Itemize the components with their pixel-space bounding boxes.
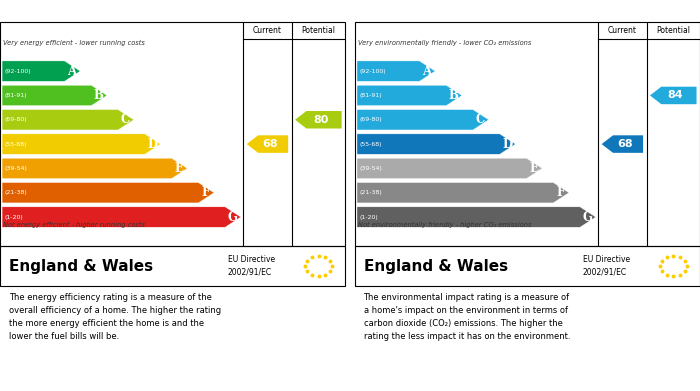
Polygon shape xyxy=(357,134,515,154)
Text: (21-38): (21-38) xyxy=(359,190,382,195)
Text: (1-20): (1-20) xyxy=(4,215,23,219)
Polygon shape xyxy=(650,87,696,104)
Text: (69-80): (69-80) xyxy=(359,117,382,122)
Text: F: F xyxy=(202,186,210,199)
Text: EU Directive
2002/91/EC: EU Directive 2002/91/EC xyxy=(582,255,630,277)
Polygon shape xyxy=(357,183,569,203)
Text: (92-100): (92-100) xyxy=(4,68,31,74)
Text: Potential: Potential xyxy=(657,26,690,35)
Text: G: G xyxy=(582,210,593,224)
Text: C: C xyxy=(476,113,485,126)
Text: 80: 80 xyxy=(313,115,328,125)
Polygon shape xyxy=(2,207,241,227)
Text: G: G xyxy=(228,210,238,224)
Text: Potential: Potential xyxy=(302,26,335,35)
Text: D: D xyxy=(502,138,512,151)
Text: Environmental Impact (CO₂) Rating: Environmental Impact (CO₂) Rating xyxy=(363,5,596,18)
Text: A: A xyxy=(67,65,77,78)
Text: The energy efficiency rating is a measure of the
overall efficiency of a home. T: The energy efficiency rating is a measur… xyxy=(8,293,220,341)
Text: England & Wales: England & Wales xyxy=(363,258,508,273)
Polygon shape xyxy=(357,61,435,81)
Text: Not environmentally friendly - higher CO₂ emissions: Not environmentally friendly - higher CO… xyxy=(358,222,532,228)
Text: Very environmentally friendly - lower CO₂ emissions: Very environmentally friendly - lower CO… xyxy=(358,40,532,46)
Text: (92-100): (92-100) xyxy=(359,68,386,74)
Polygon shape xyxy=(2,109,134,130)
Text: F: F xyxy=(556,186,565,199)
Text: A: A xyxy=(422,65,432,78)
Text: Not energy efficient - higher running costs: Not energy efficient - higher running co… xyxy=(4,222,146,228)
Polygon shape xyxy=(357,109,489,130)
Text: The environmental impact rating is a measure of
a home's impact on the environme: The environmental impact rating is a mea… xyxy=(363,293,570,341)
Text: (69-80): (69-80) xyxy=(4,117,27,122)
Text: (55-68): (55-68) xyxy=(4,142,27,147)
Text: (81-91): (81-91) xyxy=(4,93,27,98)
Polygon shape xyxy=(2,85,107,106)
Text: (39-54): (39-54) xyxy=(4,166,27,171)
Text: B: B xyxy=(94,89,104,102)
Polygon shape xyxy=(2,183,214,203)
Text: EU Directive
2002/91/EC: EU Directive 2002/91/EC xyxy=(228,255,275,277)
Text: (55-68): (55-68) xyxy=(359,142,382,147)
Text: (39-54): (39-54) xyxy=(359,166,382,171)
Text: 68: 68 xyxy=(617,139,632,149)
Text: B: B xyxy=(449,89,458,102)
Text: (81-91): (81-91) xyxy=(359,93,382,98)
Text: Very energy efficient - lower running costs: Very energy efficient - lower running co… xyxy=(4,40,146,46)
Polygon shape xyxy=(2,158,188,179)
Text: (1-20): (1-20) xyxy=(359,215,378,219)
Polygon shape xyxy=(357,85,462,106)
Text: England & Wales: England & Wales xyxy=(8,258,153,273)
Polygon shape xyxy=(357,158,542,179)
Text: C: C xyxy=(121,113,130,126)
Polygon shape xyxy=(295,111,342,129)
Text: Energy Efficiency Rating: Energy Efficiency Rating xyxy=(8,5,171,18)
Polygon shape xyxy=(2,134,160,154)
Text: Current: Current xyxy=(253,26,282,35)
Text: 84: 84 xyxy=(668,90,683,100)
Text: 68: 68 xyxy=(262,139,277,149)
Text: Current: Current xyxy=(608,26,637,35)
Polygon shape xyxy=(357,207,596,227)
Polygon shape xyxy=(601,135,643,153)
Text: E: E xyxy=(530,162,538,175)
Polygon shape xyxy=(246,135,288,153)
Text: D: D xyxy=(147,138,158,151)
Polygon shape xyxy=(2,61,80,81)
Text: (21-38): (21-38) xyxy=(4,190,27,195)
Text: E: E xyxy=(175,162,183,175)
